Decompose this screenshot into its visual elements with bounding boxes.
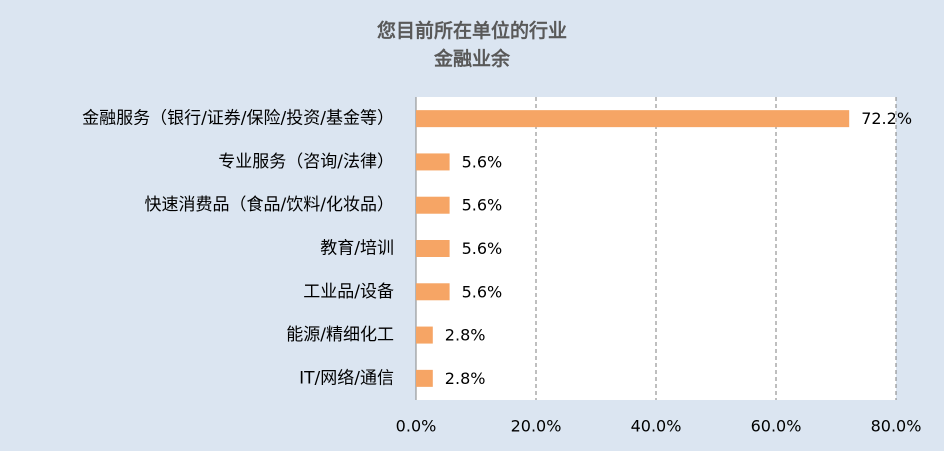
x-tick-label: 40.0% [631,417,682,436]
bar [416,326,433,344]
bar [416,369,433,387]
category-label: 专业服务（咨询/法律） [218,152,394,172]
bar [416,283,450,301]
data-label: 5.6% [462,152,503,171]
x-axis-ticks: 0.0% 20.0% 40.0% 60.0% 80.0% [396,417,922,436]
data-label: 5.6% [462,196,503,215]
data-label: 72.2% [861,109,912,128]
bar [416,240,450,257]
chart-title: 您目前所在单位的行业 [376,20,567,42]
bar [416,110,850,128]
data-label: 5.6% [462,282,503,301]
category-label: 快速消费品（食品/饮料/化妆品） [145,195,394,215]
category-labels: 金融服务（银行/证券/保险/投资/基金等） 专业服务（咨询/法律） 快速消费品（食品… [82,109,394,389]
bars [416,110,850,387]
x-tick-label: 60.0% [751,417,802,436]
category-label: 教育/培训 [320,239,394,259]
category-label: 能源/精细化工 [286,325,394,345]
x-tick-label: 20.0% [511,417,562,436]
category-label: IT/网络/通信 [299,368,394,388]
x-tick-label: 80.0% [871,417,922,436]
category-label: 工业品/设备 [303,282,394,302]
data-label: 2.8% [445,369,486,388]
chart-subtitle: 金融业余 [433,48,510,70]
data-labels: 72.2% 5.6% 5.6% 5.6% 5.6% 2.8% 2.8% [445,109,912,388]
data-label: 2.8% [445,326,486,345]
data-label: 5.6% [462,239,503,258]
bar [416,196,450,214]
category-label: 金融服务（银行/证券/保险/投资/基金等） [82,109,394,129]
bar [416,153,450,171]
x-tick-label: 0.0% [396,417,437,436]
